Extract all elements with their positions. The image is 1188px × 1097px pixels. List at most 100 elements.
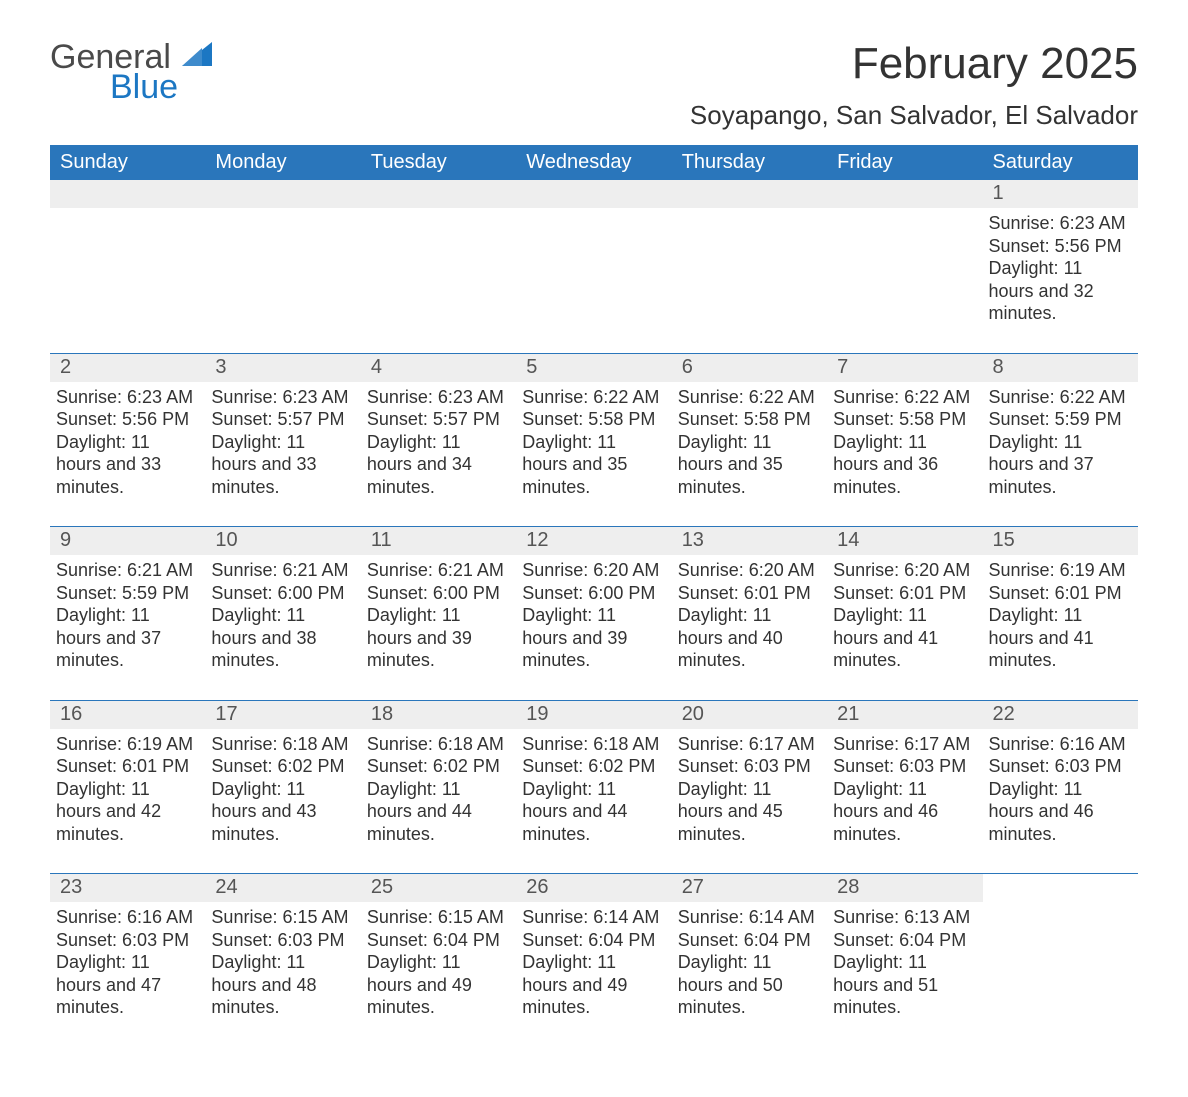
day-details: Sunrise: 6:22 AM Sunset: 5:58 PM Dayligh…	[672, 382, 827, 499]
day-number: 25	[361, 874, 516, 902]
day-number: 24	[205, 874, 360, 902]
day-details: Sunrise: 6:14 AM Sunset: 6:04 PM Dayligh…	[516, 902, 671, 1019]
sunrise-text: Sunrise: 6:17 AM	[678, 733, 817, 756]
sunrise-text: Sunrise: 6:19 AM	[989, 559, 1128, 582]
day-cell: 26 Sunrise: 6:14 AM Sunset: 6:04 PM Dayl…	[516, 874, 671, 1047]
day-number: 27	[672, 874, 827, 902]
daylight-text: Daylight: 11 hours and 41 minutes.	[833, 604, 972, 672]
day-details: Sunrise: 6:23 AM Sunset: 5:56 PM Dayligh…	[983, 208, 1138, 325]
day-number: 8	[983, 354, 1138, 382]
daylight-text: Daylight: 11 hours and 46 minutes.	[833, 778, 972, 846]
day-details: Sunrise: 6:22 AM Sunset: 5:58 PM Dayligh…	[827, 382, 982, 499]
day-number: 15	[983, 527, 1138, 555]
day-cell-empty	[827, 180, 982, 353]
day-cell: 15 Sunrise: 6:19 AM Sunset: 6:01 PM Dayl…	[983, 527, 1138, 700]
day-cell: 3 Sunrise: 6:23 AM Sunset: 5:57 PM Dayli…	[205, 354, 360, 527]
daylight-text: Daylight: 11 hours and 46 minutes.	[989, 778, 1128, 846]
day-cell: 21 Sunrise: 6:17 AM Sunset: 6:03 PM Dayl…	[827, 701, 982, 874]
sunrise-text: Sunrise: 6:17 AM	[833, 733, 972, 756]
sunset-text: Sunset: 6:03 PM	[833, 755, 972, 778]
sunset-text: Sunset: 5:57 PM	[367, 408, 506, 431]
day-details: Sunrise: 6:16 AM Sunset: 6:03 PM Dayligh…	[50, 902, 205, 1019]
daylight-text: Daylight: 11 hours and 42 minutes.	[56, 778, 195, 846]
week-row: 2 Sunrise: 6:23 AM Sunset: 5:56 PM Dayli…	[50, 353, 1138, 527]
daylight-text: Daylight: 11 hours and 45 minutes.	[678, 778, 817, 846]
sunset-text: Sunset: 6:02 PM	[367, 755, 506, 778]
day-details: Sunrise: 6:17 AM Sunset: 6:03 PM Dayligh…	[672, 729, 827, 846]
sunrise-text: Sunrise: 6:20 AM	[833, 559, 972, 582]
day-cell: 18 Sunrise: 6:18 AM Sunset: 6:02 PM Dayl…	[361, 701, 516, 874]
sunset-text: Sunset: 6:04 PM	[678, 929, 817, 952]
sunrise-text: Sunrise: 6:18 AM	[367, 733, 506, 756]
weekday-header-row: Sunday Monday Tuesday Wednesday Thursday…	[50, 145, 1138, 180]
day-details: Sunrise: 6:19 AM Sunset: 6:01 PM Dayligh…	[50, 729, 205, 846]
calendar: Sunday Monday Tuesday Wednesday Thursday…	[50, 145, 1138, 1047]
sunrise-text: Sunrise: 6:21 AM	[367, 559, 506, 582]
sunset-text: Sunset: 6:01 PM	[678, 582, 817, 605]
sunrise-text: Sunrise: 6:20 AM	[522, 559, 661, 582]
sail-icon	[182, 40, 216, 74]
day-cell: 13 Sunrise: 6:20 AM Sunset: 6:01 PM Dayl…	[672, 527, 827, 700]
weekday-friday: Friday	[827, 145, 982, 180]
sunset-text: Sunset: 5:59 PM	[56, 582, 195, 605]
daylight-text: Daylight: 11 hours and 41 minutes.	[989, 604, 1128, 672]
day-number: 23	[50, 874, 205, 902]
sunset-text: Sunset: 6:02 PM	[211, 755, 350, 778]
day-details: Sunrise: 6:15 AM Sunset: 6:03 PM Dayligh…	[205, 902, 360, 1019]
day-details: Sunrise: 6:23 AM Sunset: 5:56 PM Dayligh…	[50, 382, 205, 499]
day-cell: 2 Sunrise: 6:23 AM Sunset: 5:56 PM Dayli…	[50, 354, 205, 527]
day-details: Sunrise: 6:22 AM Sunset: 5:58 PM Dayligh…	[516, 382, 671, 499]
day-cell: 19 Sunrise: 6:18 AM Sunset: 6:02 PM Dayl…	[516, 701, 671, 874]
day-number: 13	[672, 527, 827, 555]
sunset-text: Sunset: 6:04 PM	[833, 929, 972, 952]
day-details: Sunrise: 6:15 AM Sunset: 6:04 PM Dayligh…	[361, 902, 516, 1019]
weekday-sunday: Sunday	[50, 145, 205, 180]
sunrise-text: Sunrise: 6:18 AM	[211, 733, 350, 756]
sunset-text: Sunset: 5:58 PM	[522, 408, 661, 431]
day-number: 10	[205, 527, 360, 555]
day-cell: 28 Sunrise: 6:13 AM Sunset: 6:04 PM Dayl…	[827, 874, 982, 1047]
sunset-text: Sunset: 6:02 PM	[522, 755, 661, 778]
calendar-page: General Blue February 2025 Soyapango, Sa…	[0, 0, 1188, 1097]
day-details: Sunrise: 6:21 AM Sunset: 6:00 PM Dayligh…	[205, 555, 360, 672]
sunset-text: Sunset: 5:57 PM	[211, 408, 350, 431]
sunrise-text: Sunrise: 6:20 AM	[678, 559, 817, 582]
daylight-text: Daylight: 11 hours and 47 minutes.	[56, 951, 195, 1019]
day-number: 12	[516, 527, 671, 555]
day-cell: 12 Sunrise: 6:20 AM Sunset: 6:00 PM Dayl…	[516, 527, 671, 700]
daylight-text: Daylight: 11 hours and 34 minutes.	[367, 431, 506, 499]
day-cell: 4 Sunrise: 6:23 AM Sunset: 5:57 PM Dayli…	[361, 354, 516, 527]
location: Soyapango, San Salvador, El Salvador	[690, 100, 1138, 131]
day-cell: 16 Sunrise: 6:19 AM Sunset: 6:01 PM Dayl…	[50, 701, 205, 874]
header: General Blue February 2025 Soyapango, Sa…	[50, 40, 1138, 145]
day-number: 16	[50, 701, 205, 729]
day-number: 2	[50, 354, 205, 382]
day-number: 5	[516, 354, 671, 382]
week-row: 23 Sunrise: 6:16 AM Sunset: 6:03 PM Dayl…	[50, 873, 1138, 1047]
day-number: 3	[205, 354, 360, 382]
day-cell: 17 Sunrise: 6:18 AM Sunset: 6:02 PM Dayl…	[205, 701, 360, 874]
day-details: Sunrise: 6:18 AM Sunset: 6:02 PM Dayligh…	[516, 729, 671, 846]
sunset-text: Sunset: 6:04 PM	[522, 929, 661, 952]
daylight-text: Daylight: 11 hours and 35 minutes.	[678, 431, 817, 499]
sunset-text: Sunset: 6:00 PM	[522, 582, 661, 605]
sunset-text: Sunset: 6:01 PM	[833, 582, 972, 605]
weekday-thursday: Thursday	[672, 145, 827, 180]
day-number: 1	[983, 180, 1138, 208]
day-cell: 27 Sunrise: 6:14 AM Sunset: 6:04 PM Dayl…	[672, 874, 827, 1047]
day-details: Sunrise: 6:23 AM Sunset: 5:57 PM Dayligh…	[205, 382, 360, 499]
week-row: 1 Sunrise: 6:23 AM Sunset: 5:56 PM Dayli…	[50, 180, 1138, 353]
sunrise-text: Sunrise: 6:18 AM	[522, 733, 661, 756]
daylight-text: Daylight: 11 hours and 37 minutes.	[989, 431, 1128, 499]
day-cell: 6 Sunrise: 6:22 AM Sunset: 5:58 PM Dayli…	[672, 354, 827, 527]
day-details: Sunrise: 6:22 AM Sunset: 5:59 PM Dayligh…	[983, 382, 1138, 499]
day-cell: 9 Sunrise: 6:21 AM Sunset: 5:59 PM Dayli…	[50, 527, 205, 700]
sunset-text: Sunset: 6:00 PM	[211, 582, 350, 605]
week-row: 16 Sunrise: 6:19 AM Sunset: 6:01 PM Dayl…	[50, 700, 1138, 874]
daylight-text: Daylight: 11 hours and 35 minutes.	[522, 431, 661, 499]
day-details: Sunrise: 6:13 AM Sunset: 6:04 PM Dayligh…	[827, 902, 982, 1019]
day-cell: 5 Sunrise: 6:22 AM Sunset: 5:58 PM Dayli…	[516, 354, 671, 527]
month-title: February 2025	[690, 40, 1138, 88]
day-number: 26	[516, 874, 671, 902]
sunset-text: Sunset: 5:59 PM	[989, 408, 1128, 431]
